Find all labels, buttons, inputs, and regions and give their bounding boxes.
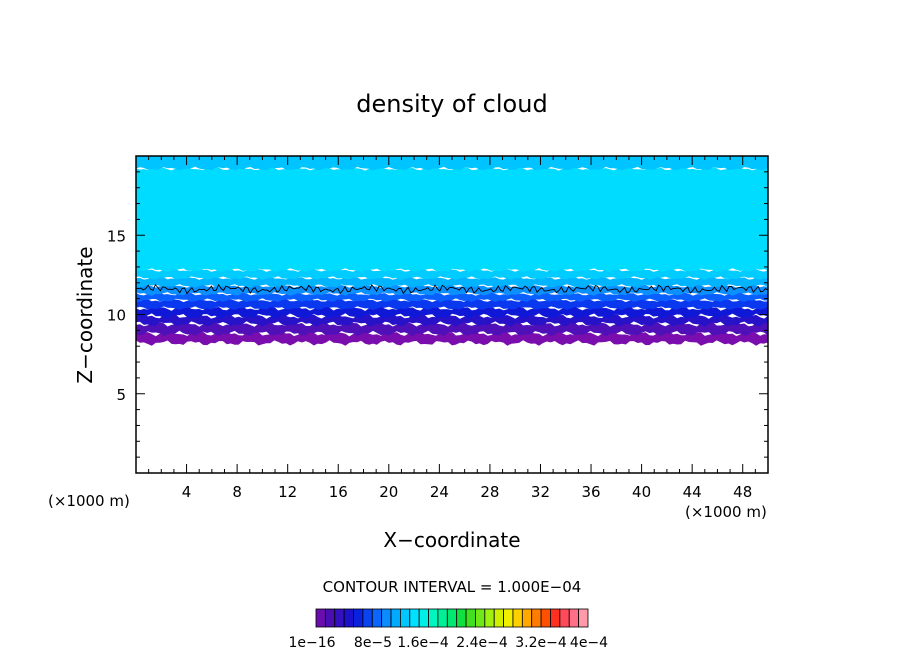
colorbar-swatch: [503, 608, 514, 628]
colorbar-swatch: [334, 608, 345, 628]
contour-line: [135, 283, 769, 295]
y-tick-label: 5: [116, 386, 126, 404]
x-tick-label: 48: [733, 483, 752, 501]
y-axis-ticks: 5 10 15: [107, 171, 768, 458]
chart-title: density of cloud: [356, 90, 547, 118]
colorbar-swatch: [362, 608, 373, 628]
contour-interval-text: CONTOUR INTERVAL = 1.000E−04: [323, 578, 582, 596]
colorbar-swatch: [324, 608, 336, 628]
y-axis-label: Z−coordinate: [73, 246, 97, 383]
colorbar-swatch: [409, 608, 420, 628]
x-tick-label: 32: [531, 483, 550, 501]
colorbar-swatch: [446, 608, 458, 628]
x-axis-label: X−coordinate: [383, 528, 520, 552]
colorbar-label: 8e−5: [354, 635, 392, 651]
colorbar-label: 2.4e−4: [456, 635, 508, 651]
colorbar: [315, 608, 589, 628]
density-band: [136, 292, 768, 303]
colorbar-swatch: [568, 608, 580, 628]
density-band: [136, 330, 768, 346]
colorbar-swatch: [400, 608, 411, 628]
colorbar-swatch: [437, 608, 448, 628]
contour-lines: [135, 283, 769, 295]
density-band: [136, 166, 768, 272]
x-axis-ticks: 4 8 12 16 20 24 28 32 36 40 44 48: [148, 156, 756, 501]
y-tick-label: 15: [107, 227, 126, 245]
colorbar-label: 1.6e−4: [397, 635, 449, 651]
density-band: [136, 305, 768, 319]
cloud-density-bands: [136, 156, 768, 346]
colorbar-swatch: [493, 608, 504, 628]
colorbar-swatch: [343, 608, 354, 628]
colorbar-swatch: [540, 608, 551, 628]
x-tick-label: 16: [329, 483, 348, 501]
colorbar-swatch: [381, 608, 392, 628]
colorbar-swatch: [475, 608, 486, 628]
colorbar-swatch: [353, 608, 364, 628]
colorbar-swatch: [559, 608, 570, 628]
colorbar-label: 4e−4: [570, 635, 608, 651]
colorbar-swatch: [371, 608, 383, 628]
colorbar-swatch: [428, 608, 439, 628]
colorbar-swatch: [512, 608, 523, 628]
colorbar-swatch: [418, 608, 429, 628]
x-tick-label: 4: [182, 483, 192, 501]
x-tick-label: 36: [581, 483, 600, 501]
x-tick-label: 40: [632, 483, 651, 501]
colorbar-swatch: [531, 608, 542, 628]
colorbar-swatch: [456, 608, 467, 628]
x-tick-label: 24: [430, 483, 449, 501]
density-band: [136, 156, 768, 171]
density-band: [136, 298, 768, 311]
x-tick-label: 12: [278, 483, 297, 501]
x-tick-label: 44: [683, 483, 702, 501]
colorbar-swatch: [465, 608, 476, 628]
colorbar-label: 1e−16: [288, 635, 335, 651]
colorbar-swatch: [521, 608, 533, 628]
colorbar-swatch: [550, 608, 561, 628]
x-tick-label: 8: [232, 483, 242, 501]
x-unit-right: (×1000 m): [685, 503, 767, 521]
y-tick-label: 10: [107, 307, 126, 325]
x-tick-label: 28: [480, 483, 499, 501]
x-unit-left: (×1000 m): [48, 492, 130, 510]
colorbar-swatch: [315, 608, 326, 628]
colorbar-labels: 1e−16 8e−5 1.6e−4 2.4e−4 3.2e−4 4e−4: [288, 635, 608, 651]
colorbar-swatch: [390, 608, 401, 628]
density-band: [136, 284, 768, 296]
colorbar-swatch: [578, 608, 589, 628]
colorbar-swatch: [484, 608, 495, 628]
colorbar-label: 3.2e−4: [515, 635, 567, 651]
x-tick-label: 20: [379, 483, 398, 501]
